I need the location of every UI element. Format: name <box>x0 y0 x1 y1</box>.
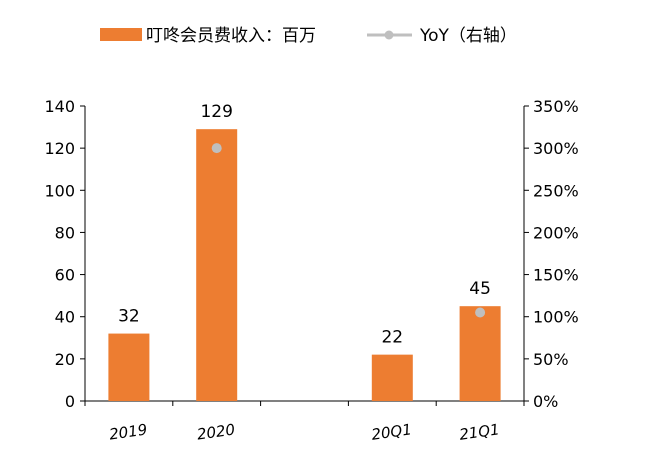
bar <box>196 129 238 401</box>
y-tick-left-label: 140 <box>44 97 75 116</box>
bar-value-label: 32 <box>118 307 140 327</box>
y-tick-left-label: 40 <box>55 308 75 327</box>
legend-label-revenue: 叮咚会员费收入：百万 <box>146 26 316 46</box>
y-tick-right-label: 0% <box>533 392 558 411</box>
legend-swatch-yoy-marker <box>384 30 394 40</box>
x-tick-label: 20Q1 <box>370 420 413 443</box>
x-tick-label: 21Q1 <box>458 420 501 443</box>
axes: 0 20 40 60 80 100 120 140 0% 50% 100% 150% 200% 250% 3… <box>44 97 578 444</box>
legend-label-yoy: YoY（右轴） <box>419 26 517 46</box>
bar <box>459 306 501 401</box>
yoy-markers <box>211 143 486 318</box>
yoy-marker <box>211 143 222 154</box>
y-tick-right-label: 350% <box>533 97 579 116</box>
x-tick-label: 2020 <box>196 420 236 443</box>
legend-swatch-revenue <box>100 28 142 41</box>
y-tick-left-label: 20 <box>55 350 75 369</box>
y-tick-right-label: 50% <box>533 350 569 369</box>
bar-value-label: 45 <box>469 279 491 299</box>
y-tick-left-label: 60 <box>55 266 75 285</box>
bars <box>108 129 501 401</box>
y-tick-right-label: 250% <box>533 181 579 200</box>
legend: 叮咚会员费收入：百万 YoY（右轴） <box>100 26 517 46</box>
y-tick-left-label: 120 <box>44 139 75 158</box>
bar-value-label: 22 <box>381 328 403 348</box>
bar-value-label: 129 <box>200 102 232 122</box>
y-tick-right-label: 200% <box>533 223 579 242</box>
y-tick-left-label: 100 <box>44 181 75 200</box>
y-tick-left-label: 0 <box>65 392 75 411</box>
data-labels: 32 129 22 45 <box>118 102 491 347</box>
x-tick-label: 2019 <box>108 420 148 443</box>
y-tick-right-label: 150% <box>533 266 579 285</box>
y-tick-left-label: 80 <box>55 223 75 242</box>
bar <box>371 354 413 401</box>
yoy-marker <box>475 307 486 318</box>
y-tick-right-label: 300% <box>533 139 579 158</box>
bar <box>108 333 150 401</box>
y-tick-right-label: 100% <box>533 308 579 327</box>
